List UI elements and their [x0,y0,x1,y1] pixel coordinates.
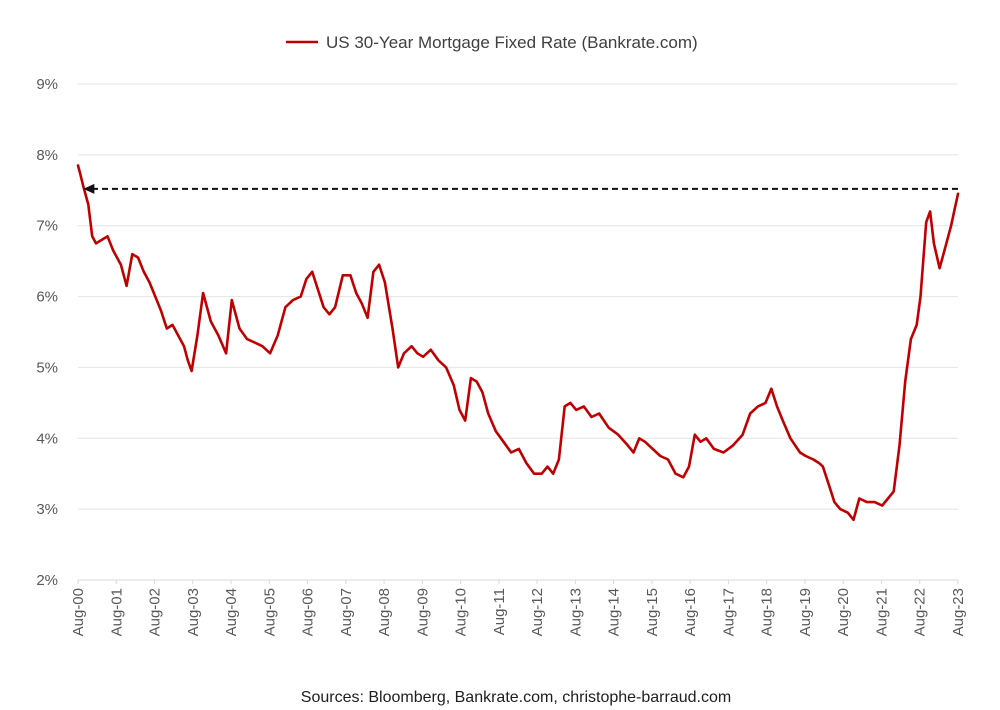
x-tick-label: Aug-12 [529,588,546,636]
x-tick-label: Aug-23 [950,588,967,636]
x-tick-label: Aug-17 [720,588,737,636]
x-tick-label: Aug-00 [70,588,87,636]
y-tick-label: 6% [36,289,58,306]
x-tick-label: Aug-11 [491,588,508,635]
x-tick-label: Aug-16 [682,588,699,636]
arrow-head [83,183,95,194]
x-tick-labels: Aug-00 Aug-01 Aug-02 Aug-03 Aug-04 Aug-05 Aug-… [70,580,967,636]
x-tick-label: Aug-13 [567,588,584,636]
series-line [76,164,960,522]
series-layer [76,164,960,522]
x-tick-label: Aug-15 [644,588,661,636]
x-tick-label: Aug-06 [300,588,317,636]
y-tick-label: 7% [36,218,58,235]
annotation-layer [83,183,958,194]
legend: US 30-Year Mortgage Fixed Rate (Bankrate… [286,33,698,52]
x-tick-label: Aug-02 [147,588,164,636]
x-tick-label: Aug-20 [835,588,852,636]
y-tick-label: 3% [36,501,58,518]
x-tick-label: Aug-04 [223,588,240,636]
x-tick-label: Aug-22 [912,588,929,636]
x-tick-label: Aug-21 [873,588,890,636]
gridlines [78,83,958,510]
y-tick-label: 2% [36,572,58,589]
x-tick-label: Aug-19 [797,588,814,636]
source-note: Sources: Bloomberg, Bankrate.com, christ… [301,689,731,706]
y-tick-label: 4% [36,430,58,447]
x-tick-label: Aug-07 [338,588,355,636]
y-tick-label: 8% [36,147,58,164]
x-tick-label: Aug-14 [606,588,623,636]
x-tick-label: Aug-10 [453,588,470,636]
y-tick-labels: 2% 3% 4% 5% 6% 7% 8% 9% [36,76,58,589]
x-tick-label: Aug-18 [759,588,776,636]
x-tick-label: Aug-09 [414,588,431,636]
x-tick-label: Aug-01 [108,588,125,636]
y-tick-label: 5% [36,359,58,376]
x-tick-label: Aug-08 [376,588,393,636]
x-tick-label: Aug-03 [185,588,202,636]
y-tick-label: 9% [36,76,58,93]
x-tick-label: Aug-05 [261,588,278,636]
legend-label: US 30-Year Mortgage Fixed Rate (Bankrate… [326,33,698,52]
